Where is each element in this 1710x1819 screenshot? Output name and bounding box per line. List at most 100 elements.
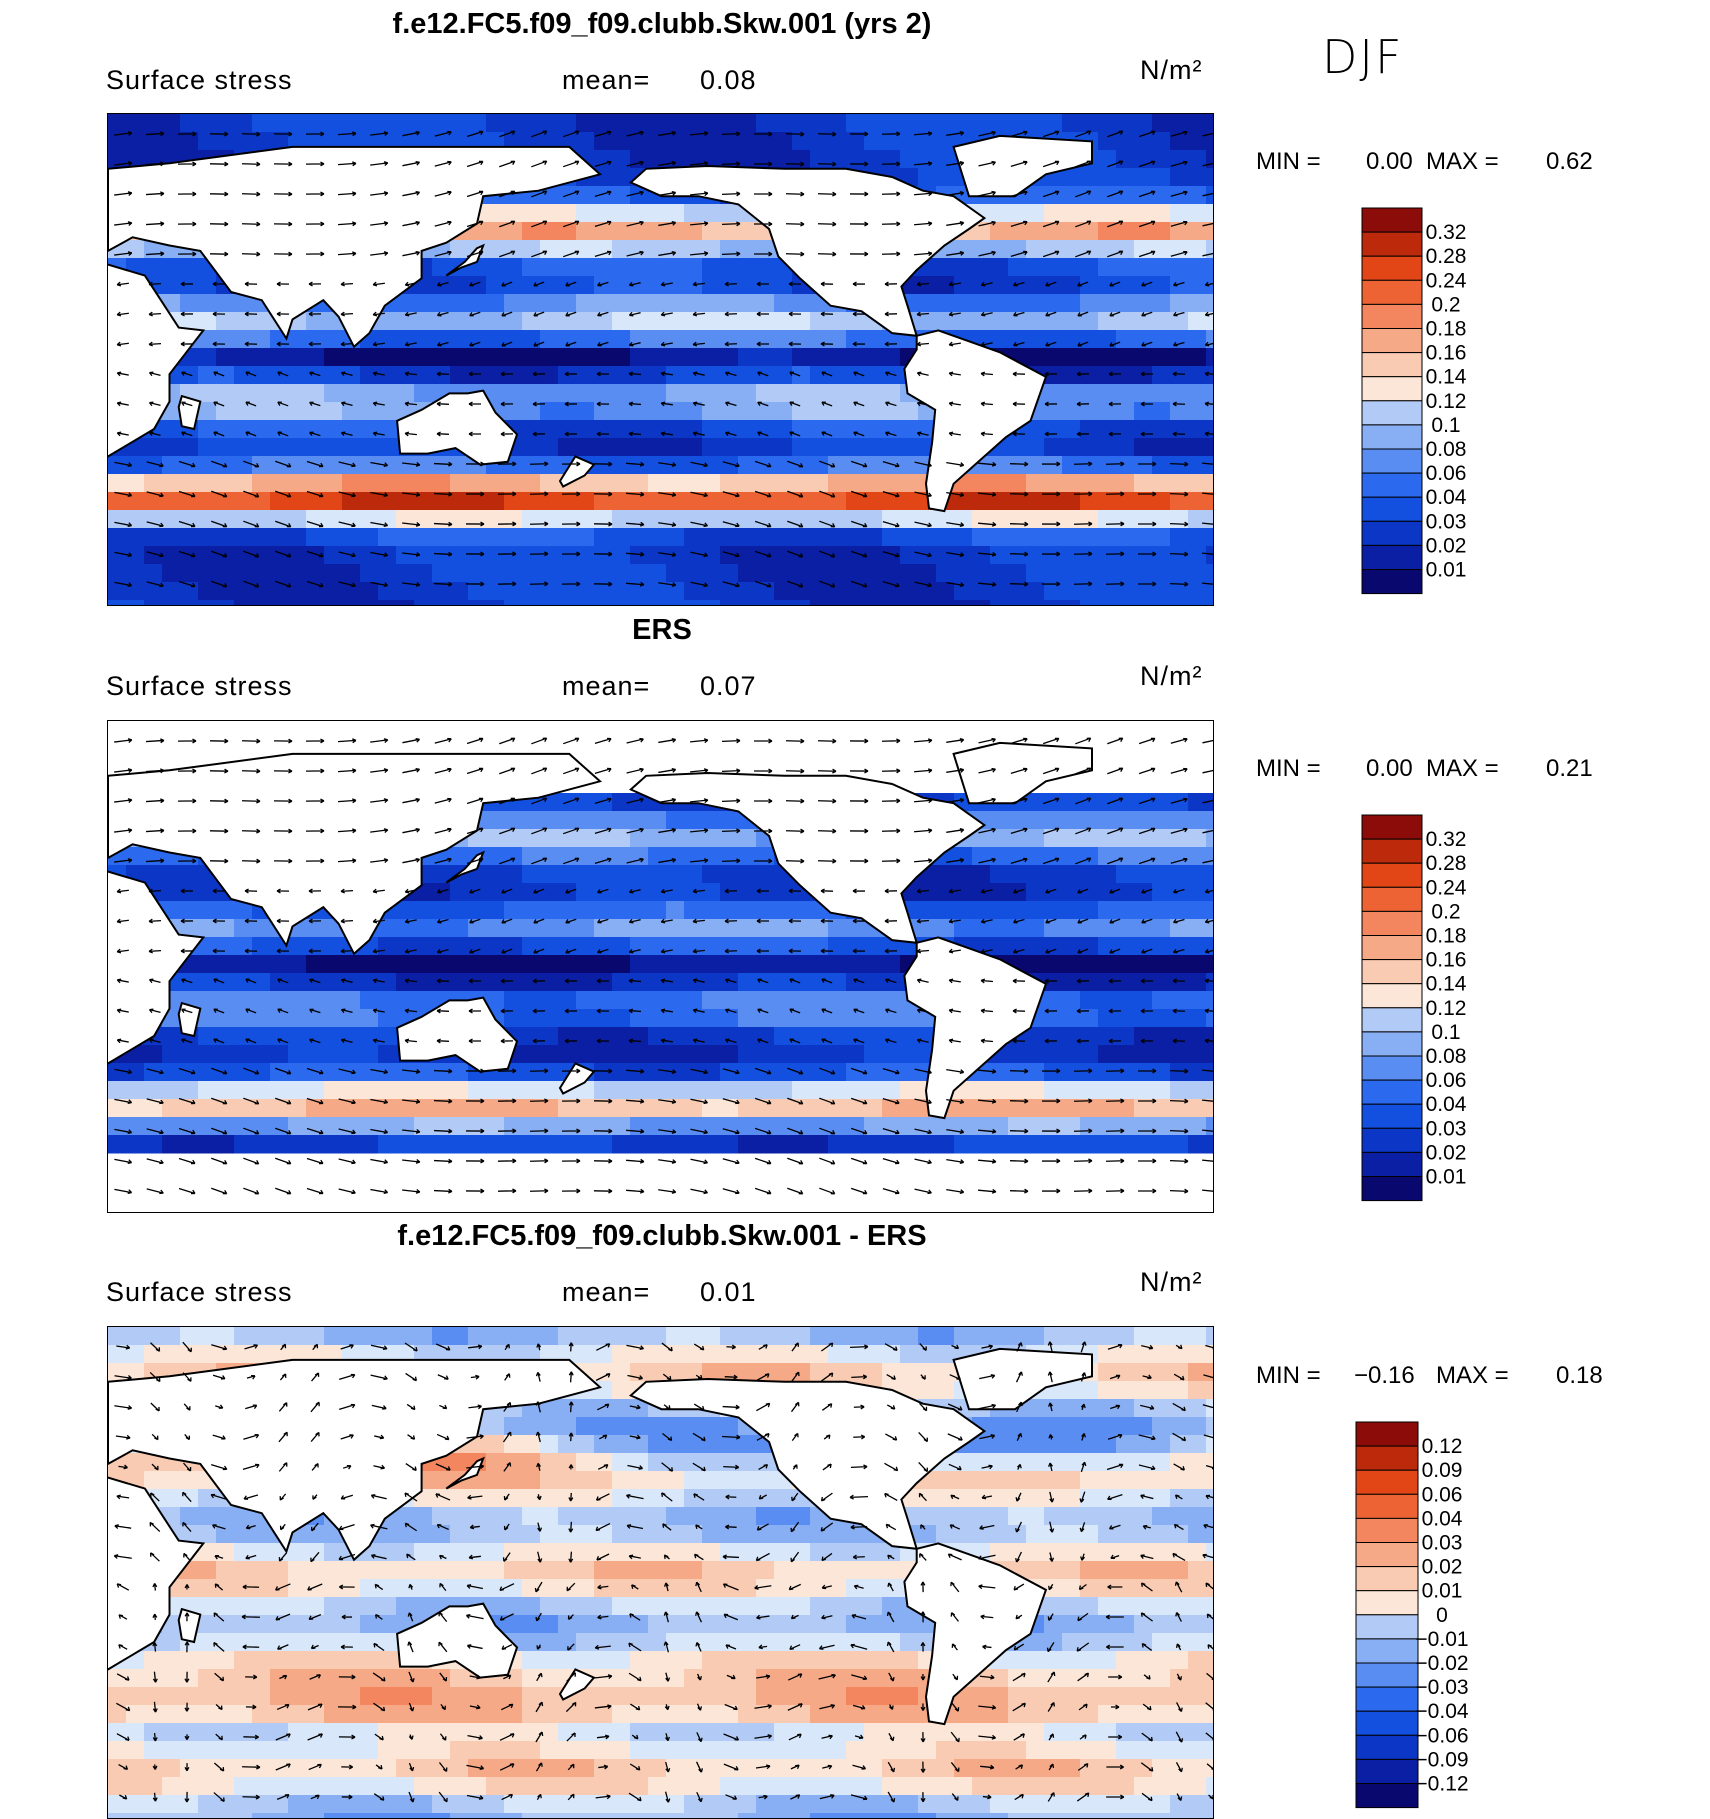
field-cell [1134, 1009, 1153, 1028]
field-cell [594, 1099, 613, 1118]
field-cell [342, 438, 361, 457]
wind-vector [593, 1128, 613, 1134]
wind-vector [338, 491, 356, 498]
field-cell [756, 847, 775, 866]
field-cell [540, 1135, 559, 1154]
wind-vector [497, 1188, 517, 1194]
wind-vector [1075, 797, 1092, 805]
colorbar-box [1361, 255, 1423, 281]
field-cell [1134, 1435, 1153, 1454]
field-cell [126, 528, 145, 547]
field-cell [450, 474, 469, 493]
wind-vector [564, 401, 578, 407]
field-cell [1044, 402, 1063, 421]
field-cell [1116, 937, 1135, 956]
wind-vector [340, 948, 354, 954]
field-cell [738, 222, 757, 241]
wind-vector [305, 131, 325, 137]
field-cell [1062, 1135, 1081, 1154]
field-cell [1116, 510, 1135, 529]
field-cell [1044, 973, 1063, 992]
field-cell [1206, 1507, 1213, 1526]
wind-vector [914, 768, 933, 774]
field-cell [738, 402, 757, 421]
field-cell [594, 1435, 613, 1454]
field-cell [468, 366, 487, 385]
field-cell [900, 456, 919, 475]
wind-vector [497, 521, 517, 527]
field-cell [720, 901, 739, 920]
field-cell [360, 582, 379, 601]
wind-vector [402, 491, 421, 497]
wind-vector [434, 220, 452, 227]
wind-vector [433, 521, 453, 527]
wind-vector [850, 1127, 868, 1135]
wind-vector [914, 251, 933, 257]
field-cell [774, 528, 793, 547]
wind-vector [1140, 371, 1154, 377]
wind-vector [1172, 371, 1186, 377]
field-cell [1116, 811, 1135, 830]
field-cell [1008, 829, 1027, 848]
wind-vector [1075, 250, 1092, 258]
field-cell [630, 420, 649, 439]
wind-vector [690, 858, 709, 864]
wind-vector [1009, 581, 1029, 587]
field-cell [900, 528, 919, 547]
field-cell [1116, 1327, 1135, 1346]
field-cell [432, 132, 451, 151]
field-cell [324, 1543, 343, 1562]
field-cell [558, 1453, 577, 1472]
field-cell [1134, 402, 1153, 421]
wind-vector [1073, 1188, 1093, 1194]
field-cell [594, 456, 613, 475]
field-cell [630, 294, 649, 313]
field-cell [1170, 955, 1189, 974]
wind-vector [692, 401, 705, 407]
wind-vector [562, 857, 580, 865]
field-cell [1062, 330, 1081, 349]
field-cell [846, 1327, 865, 1346]
field-cell [936, 1345, 955, 1364]
wind-vector [1172, 401, 1186, 407]
wind-vector [692, 948, 705, 954]
wind-vector [1075, 130, 1092, 138]
wind-vector [628, 978, 642, 984]
wind-vector [753, 251, 773, 257]
field-cell [1152, 510, 1171, 529]
wind-vector [211, 1097, 228, 1105]
wind-vector [1042, 250, 1060, 258]
field-cell [450, 582, 469, 601]
field-cell [612, 600, 631, 605]
field-cell [972, 276, 991, 295]
field-cell [540, 1117, 559, 1136]
field-cell [666, 420, 685, 439]
field-cell [396, 1543, 415, 1562]
field-cell [594, 1399, 613, 1418]
wind-vector [1107, 250, 1124, 258]
field-cell [522, 276, 541, 295]
field-cell [450, 973, 469, 992]
field-cell [1170, 132, 1189, 151]
field-cell [576, 883, 595, 902]
panel-2-variable: Surface stress [106, 671, 293, 701]
field-cell [216, 1507, 235, 1526]
field-cell [918, 883, 937, 902]
field-cell [1206, 114, 1213, 133]
field-cell [1170, 312, 1189, 331]
field-cell [648, 294, 667, 313]
wind-vector [1202, 1159, 1213, 1162]
wind-vector [1141, 918, 1153, 924]
field-cell [666, 865, 685, 884]
wind-vector [1042, 737, 1060, 745]
field-cell [684, 1099, 703, 1118]
field-cell [450, 546, 469, 565]
field-cell [630, 1045, 649, 1064]
field-cell [414, 366, 433, 385]
field-cell [468, 1525, 487, 1544]
field-cell [1206, 1135, 1213, 1154]
field-cell [864, 456, 883, 475]
wind-vector [277, 1038, 289, 1044]
field-cell [1206, 402, 1213, 421]
field-cell [1116, 1471, 1135, 1490]
